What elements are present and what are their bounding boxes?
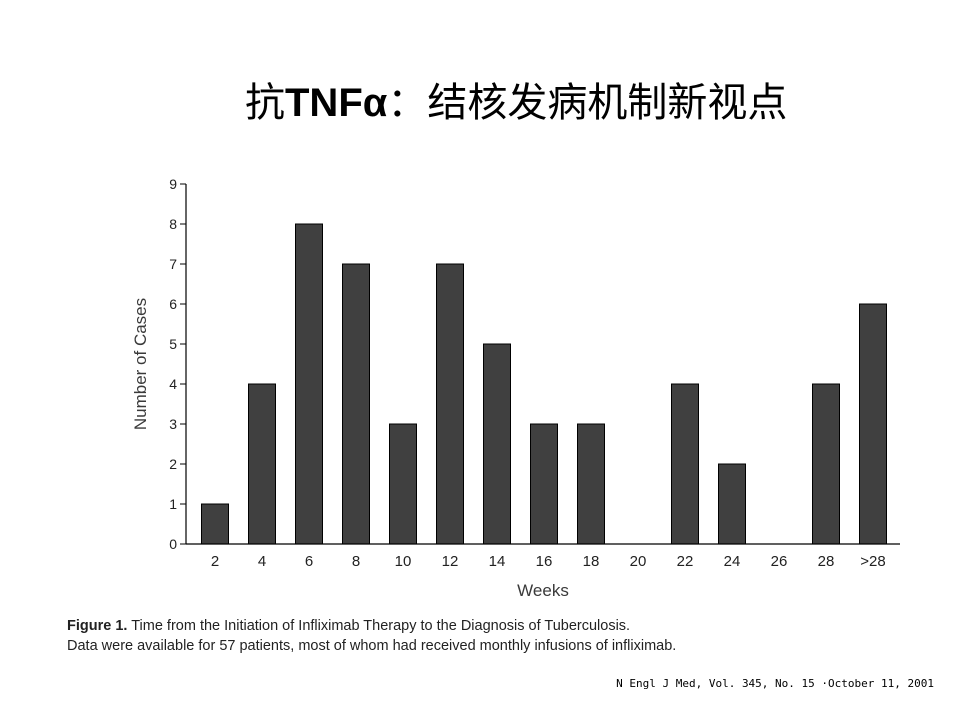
bar-24 <box>719 464 746 544</box>
y-tick-label: 7 <box>169 256 177 272</box>
bar-16 <box>531 424 558 544</box>
x-axis-title: Weeks <box>517 581 569 600</box>
bar-4 <box>249 384 276 544</box>
figure-label: Figure 1. <box>67 618 127 634</box>
y-tick-label: 6 <box>169 296 177 312</box>
x-tick-label: 22 <box>677 553 694 570</box>
citation: N Engl J Med, Vol. 345, No. 15 ·October … <box>616 676 934 692</box>
y-tick-label: 0 <box>169 536 177 552</box>
x-tick-label: 10 <box>395 553 412 570</box>
bar-8 <box>343 264 370 544</box>
bar-22 <box>672 384 699 544</box>
x-tick-label: 16 <box>536 553 553 570</box>
x-tick-label: 14 <box>489 553 506 570</box>
bar-6 <box>296 224 323 544</box>
caption-line-2: Data were available for 57 patients, mos… <box>67 636 867 656</box>
x-tick-label: 18 <box>583 553 600 570</box>
x-tick-label: 26 <box>771 553 788 570</box>
y-tick-label: 1 <box>169 496 177 512</box>
y-axis-title: Number of Cases <box>131 298 150 430</box>
x-ticks-group: 2 4 6 8 10 12 14 16 18 20 22 24 26 28 >28 <box>211 553 886 570</box>
x-tick-label: 6 <box>305 553 313 570</box>
bars-group <box>202 224 887 544</box>
y-tick-label: 3 <box>169 416 177 432</box>
bar-14 <box>484 344 511 544</box>
y-ticks-group: 0 1 2 3 4 5 6 7 8 9 <box>169 176 186 552</box>
y-tick-label: 9 <box>169 176 177 192</box>
bar-10 <box>390 424 417 544</box>
x-tick-label: 20 <box>630 553 647 570</box>
bar-28 <box>813 384 840 544</box>
y-tick-label: 5 <box>169 336 177 352</box>
y-tick-label: 2 <box>169 456 177 472</box>
x-tick-label: 2 <box>211 553 219 570</box>
x-tick-label: 12 <box>442 553 459 570</box>
caption-line-1: Figure 1. Time from the Initiation of In… <box>67 616 867 636</box>
x-tick-label: 8 <box>352 553 360 570</box>
bar-18 <box>578 424 605 544</box>
x-tick-label: >28 <box>860 553 885 570</box>
x-tick-label: 28 <box>818 553 835 570</box>
x-tick-label: 4 <box>258 553 266 570</box>
x-tick-label: 24 <box>724 553 741 570</box>
figure-caption: Figure 1. Time from the Initiation of In… <box>67 616 867 656</box>
y-tick-label: 8 <box>169 216 177 232</box>
bar-2 <box>202 504 229 544</box>
y-tick-label: 4 <box>169 376 177 392</box>
bar-gt28 <box>860 304 887 544</box>
caption-title: Time from the Initiation of Infliximab T… <box>127 618 630 634</box>
bar-12 <box>437 264 464 544</box>
